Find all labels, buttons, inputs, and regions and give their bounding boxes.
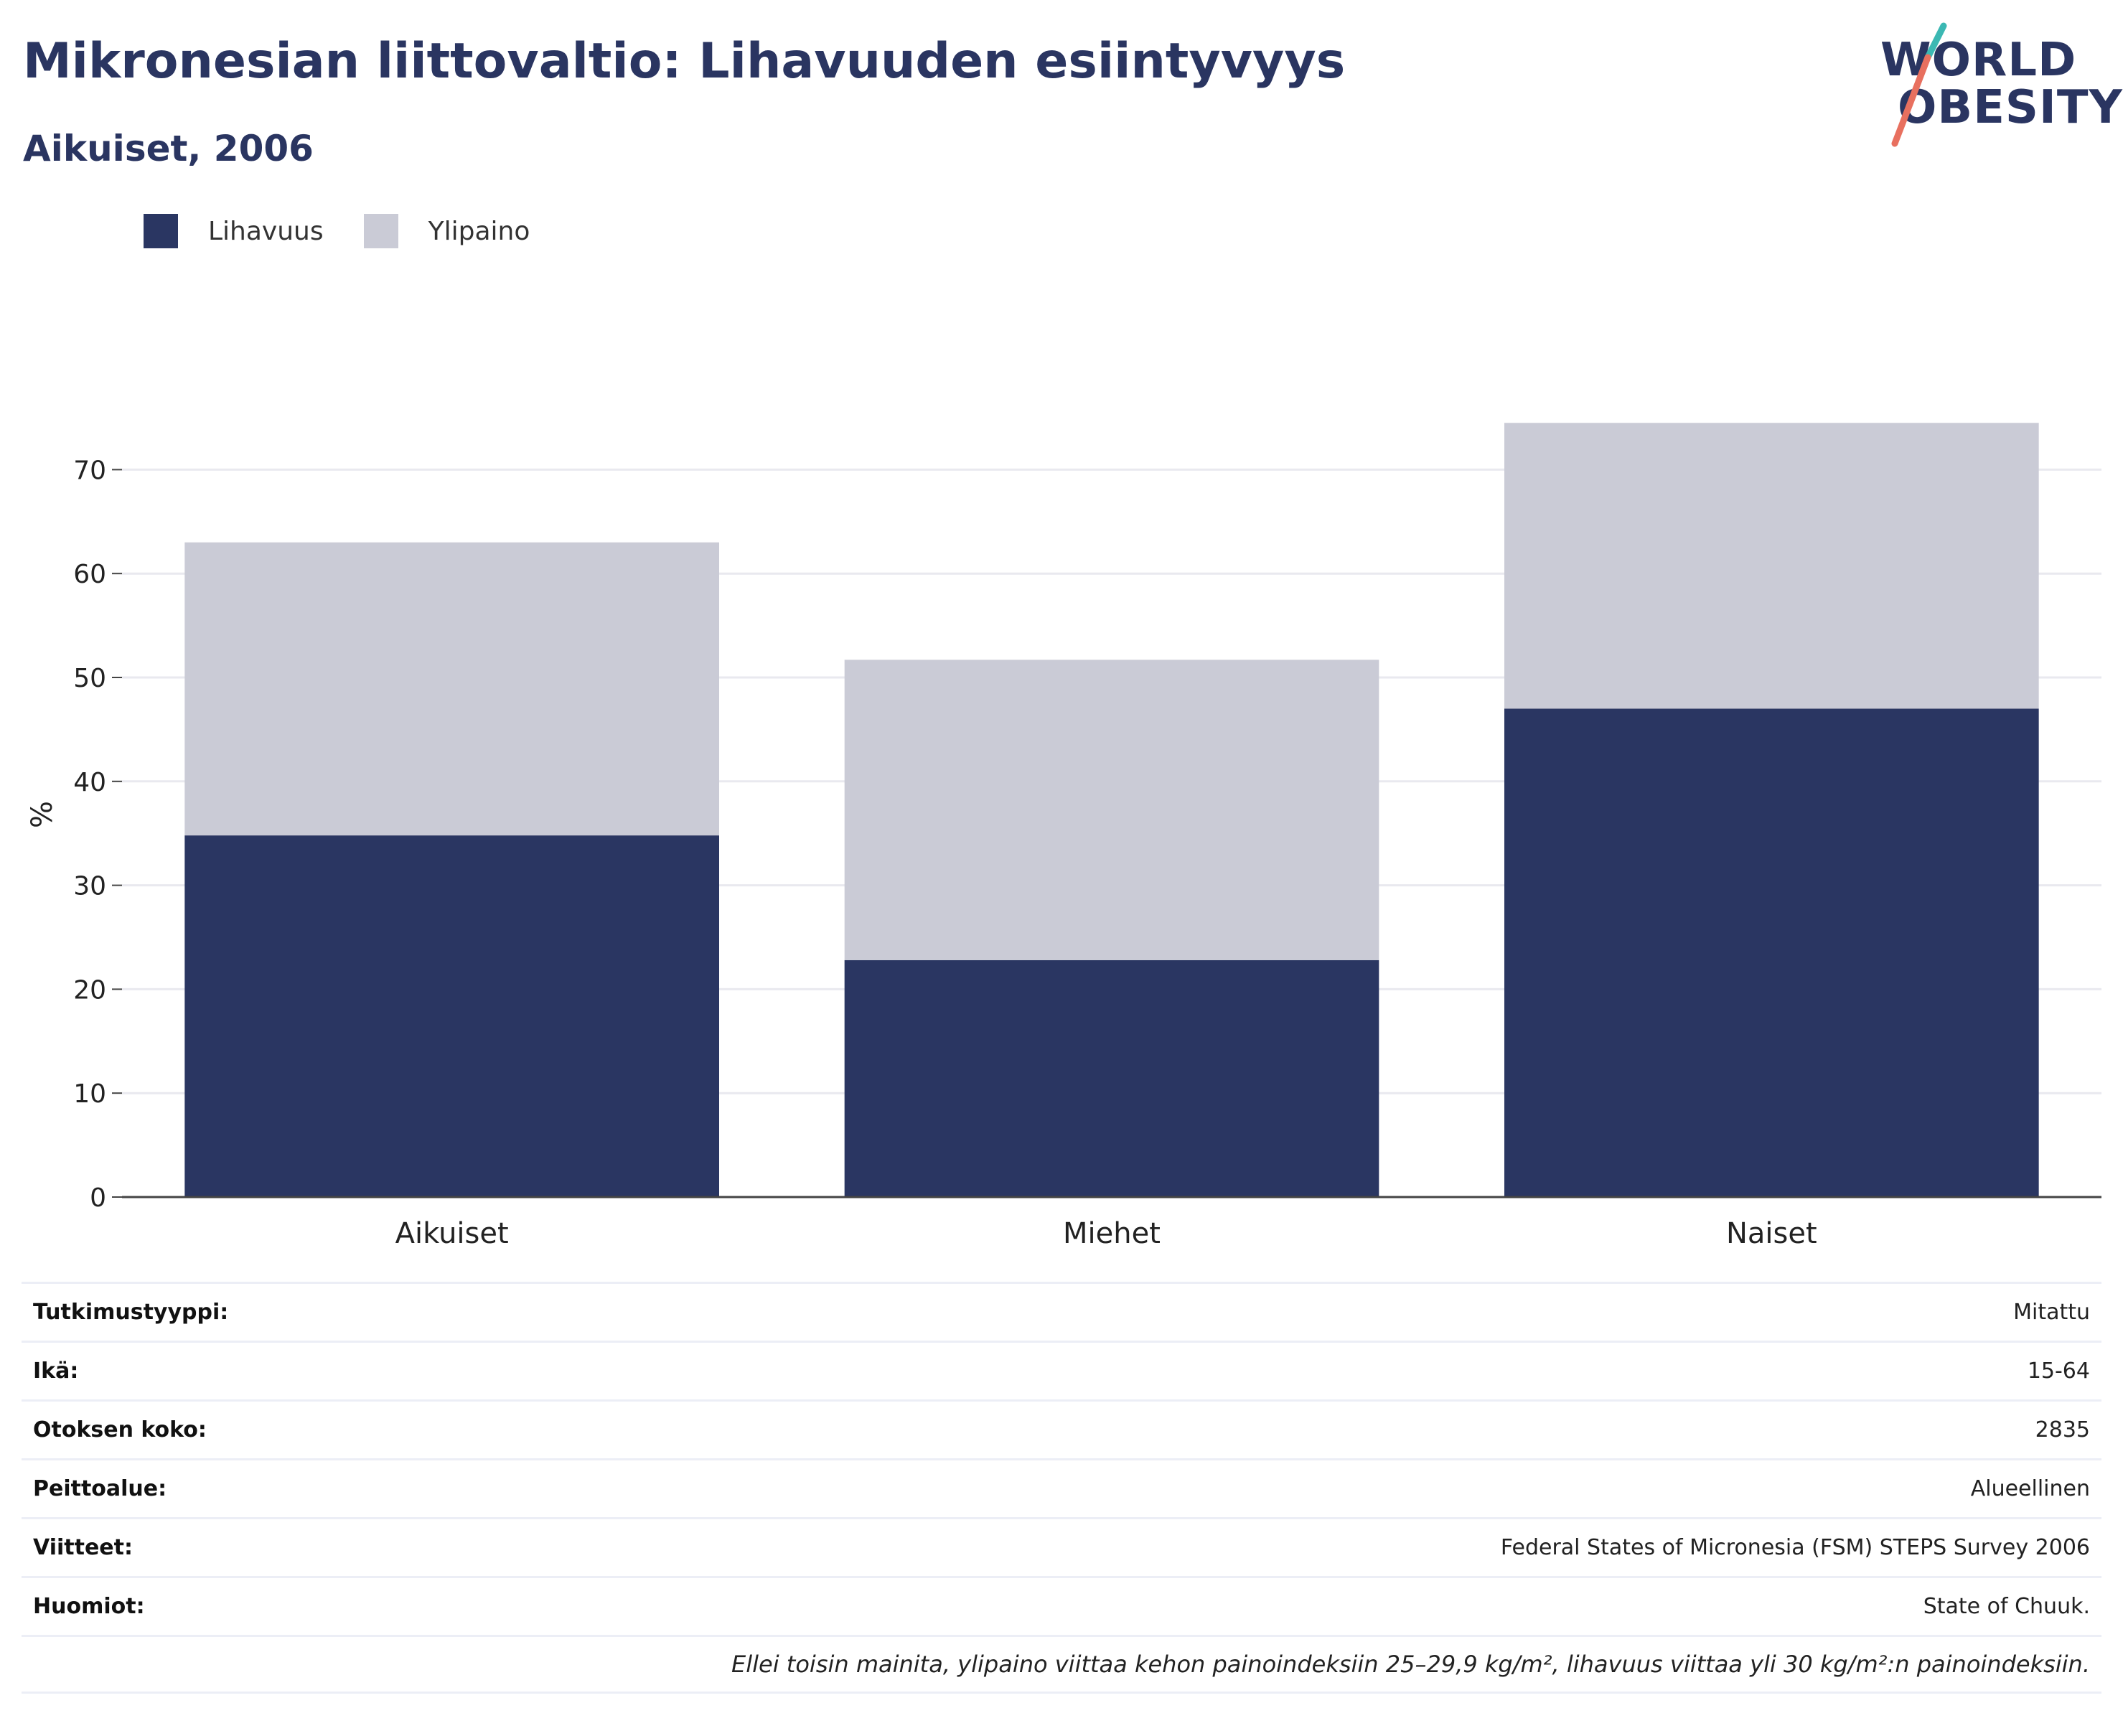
y-axis-label: % <box>26 801 59 828</box>
y-tick-label: 30 <box>73 872 106 901</box>
y-tick-label: 20 <box>73 975 106 1005</box>
info-row: Otoksen koko: 2835 <box>22 1399 2101 1458</box>
bar-obesity-miehet <box>844 960 1379 1197</box>
chart-legend: Lihavuus Ylipaino <box>144 214 570 248</box>
info-value: 2835 <box>2035 1417 2090 1442</box>
legend-label-obesity: Lihavuus <box>208 216 324 246</box>
legend-swatch-overweight <box>363 214 398 248</box>
bar-obesity-naiset <box>1504 708 2039 1197</box>
x-tick-label: Naiset <box>1726 1217 1817 1250</box>
legend-item-obesity: Lihavuus <box>144 214 324 248</box>
bar-overweight-miehet <box>844 660 1379 960</box>
info-row: Tutkimustyyppi: Mitattu <box>22 1282 2101 1341</box>
footnote-row: Ellei toisin mainita, ylipaino viittaa k… <box>22 1635 2101 1694</box>
info-value: State of Chuuk. <box>1923 1594 2090 1619</box>
survey-info-table: Tutkimustyyppi: Mitattu Ikä: 15-64 Otoksen k… <box>22 1282 2101 1694</box>
info-value: Mitattu <box>2013 1300 2090 1325</box>
stacked-bar-chart: 0 10 20 30 40 50 60 70% Aikuiset Miehet Naiset <box>26 423 2101 1250</box>
info-key: Viitteet: <box>33 1535 133 1560</box>
y-tick-label: 70 <box>73 456 106 485</box>
info-key: Ikä: <box>33 1359 79 1384</box>
x-tick-label: Aikuiset <box>395 1217 509 1250</box>
world-obesity-logo: WORLD OBESITY <box>1866 22 2122 151</box>
info-row: Huomiot: State of Chuuk. <box>22 1576 2101 1635</box>
info-value: 15-64 <box>2027 1359 2090 1384</box>
legend-swatch-obesity <box>144 214 178 248</box>
y-tick-label: 60 <box>73 560 106 589</box>
y-tick-label: 40 <box>73 768 106 797</box>
footnote: Ellei toisin mainita, ylipaino viittaa k… <box>731 1651 2090 1678</box>
info-row: Peittoalue: Alueellinen <box>22 1458 2101 1517</box>
logo-word-obesity: OBESITY <box>1898 81 2123 134</box>
logo-slash-icon <box>1891 22 1947 147</box>
y-tick-label: 50 <box>73 664 106 693</box>
info-value: Alueellinen <box>1970 1476 2090 1501</box>
info-value: Federal States of Micronesia (FSM) STEPS… <box>1500 1535 2090 1560</box>
y-tick-label: 10 <box>73 1079 106 1109</box>
bar-overweight-aikuiset <box>184 542 719 836</box>
info-row: Viitteet: Federal States of Micronesia (F… <box>22 1517 2101 1576</box>
chart-subtitle: Aikuiset, 2006 <box>23 128 314 169</box>
legend-label-overweight: Ylipaino <box>428 216 530 246</box>
legend-item-overweight: Ylipaino <box>363 214 530 248</box>
x-tick-label: Miehet <box>1063 1217 1161 1250</box>
bar-obesity-aikuiset <box>184 835 719 1197</box>
y-tick-label: 0 <box>90 1183 106 1213</box>
info-key: Otoksen koko: <box>33 1417 207 1442</box>
logo-word-world: WORLD <box>1880 34 2077 87</box>
info-key: Tutkimustyyppi: <box>33 1300 229 1325</box>
info-row: Ikä: 15-64 <box>22 1341 2101 1399</box>
bar-overweight-naiset <box>1504 423 2039 709</box>
info-key: Huomiot: <box>33 1594 145 1619</box>
chart-title: Mikronesian liittovaltio: Lihavuuden esi… <box>23 33 1346 90</box>
info-key: Peittoalue: <box>33 1476 167 1501</box>
